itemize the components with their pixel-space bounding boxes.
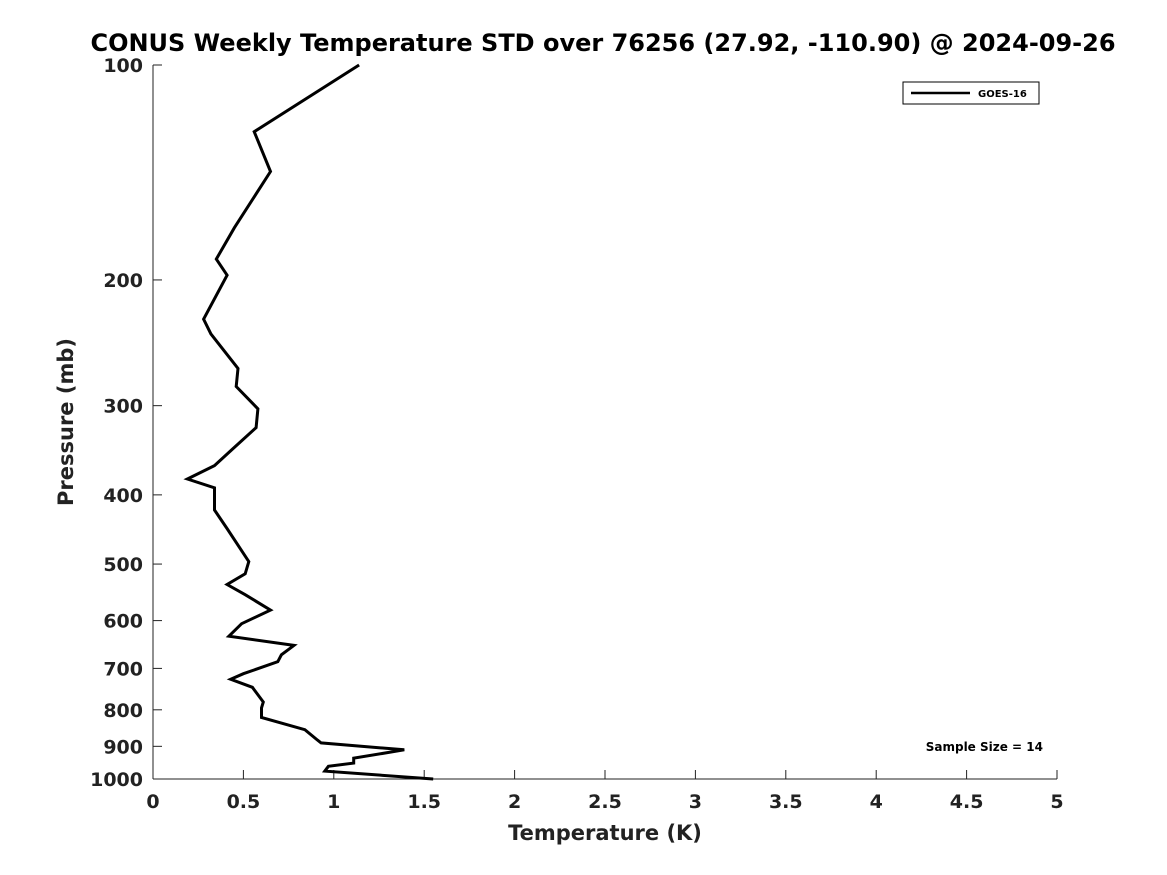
series-group (183, 63, 434, 781)
x-tick-label: 4.5 (950, 791, 984, 813)
x-tick-label: 2.5 (588, 791, 622, 813)
y-tick-label: 200 (103, 270, 143, 292)
x-tick-label: 1 (327, 791, 340, 813)
x-tick-label: 2 (508, 791, 521, 813)
y-ticks: 100 200 300 400 500 600 700 800 900 1000 (90, 55, 162, 791)
series-line-goes-16 (183, 63, 434, 781)
y-tick-label: 400 (103, 485, 143, 507)
x-tick-label: 1.5 (407, 791, 441, 813)
y-tick-label: 600 (103, 611, 143, 633)
sample-size-annotation: Sample Size = 14 (926, 740, 1043, 754)
y-tick-label: 100 (103, 55, 143, 77)
x-tick-label: 0.5 (227, 791, 261, 813)
x-ticks: 0 0.5 1 1.5 2 2.5 3 3.5 4 4.5 5 (146, 770, 1064, 813)
y-tick-label: 900 (103, 736, 143, 758)
legend-label-goes-16: GOES-16 (978, 89, 1027, 100)
x-axis-label: Temperature (K) (508, 821, 702, 845)
legend: GOES-16 (902, 81, 1040, 105)
y-axis-label: Pressure (mb) (54, 338, 78, 506)
y-tick-label: 300 (103, 396, 143, 418)
x-tick-label: 3.5 (769, 791, 803, 813)
legend-box (902, 81, 1040, 105)
chart-title: CONUS Weekly Temperature STD over 76256 … (90, 29, 1115, 57)
x-tick-label: 5 (1050, 791, 1063, 813)
y-tick-label: 800 (103, 700, 143, 722)
y-tick-label: 700 (103, 658, 143, 680)
y-tick-label: 500 (103, 554, 143, 576)
x-tick-label: 4 (870, 791, 883, 813)
x-tick-label: 0 (146, 791, 159, 813)
y-tick-label: 1000 (90, 769, 143, 791)
x-tick-label: 3 (689, 791, 702, 813)
